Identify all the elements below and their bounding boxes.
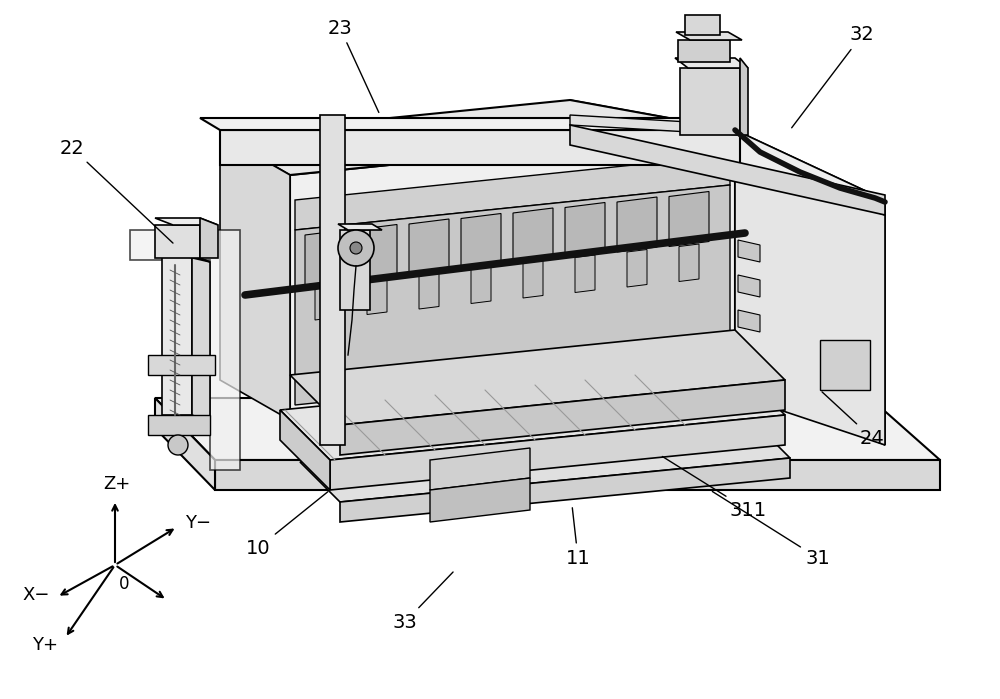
Polygon shape bbox=[738, 310, 760, 332]
Polygon shape bbox=[315, 282, 335, 320]
Polygon shape bbox=[627, 250, 647, 287]
Text: 10: 10 bbox=[246, 491, 328, 558]
Polygon shape bbox=[155, 398, 940, 460]
Polygon shape bbox=[340, 230, 370, 310]
Polygon shape bbox=[676, 32, 742, 40]
Text: 22: 22 bbox=[60, 138, 173, 243]
Polygon shape bbox=[738, 275, 760, 297]
Text: 23: 23 bbox=[328, 18, 379, 113]
Polygon shape bbox=[685, 15, 720, 35]
Polygon shape bbox=[300, 418, 790, 502]
Polygon shape bbox=[320, 115, 345, 445]
Polygon shape bbox=[290, 330, 785, 425]
Circle shape bbox=[350, 242, 362, 254]
Text: 11: 11 bbox=[566, 507, 590, 568]
Polygon shape bbox=[162, 255, 210, 262]
Polygon shape bbox=[409, 219, 449, 274]
Polygon shape bbox=[513, 208, 553, 263]
Text: Y−: Y− bbox=[185, 514, 211, 532]
Polygon shape bbox=[738, 240, 760, 262]
Polygon shape bbox=[419, 271, 439, 309]
Text: Y+: Y+ bbox=[32, 636, 58, 654]
Polygon shape bbox=[357, 224, 397, 280]
Polygon shape bbox=[820, 340, 870, 390]
Polygon shape bbox=[295, 185, 730, 405]
Polygon shape bbox=[340, 458, 790, 522]
Circle shape bbox=[168, 435, 188, 455]
Polygon shape bbox=[570, 115, 740, 135]
Polygon shape bbox=[220, 100, 735, 175]
Polygon shape bbox=[471, 266, 491, 303]
Polygon shape bbox=[523, 261, 543, 298]
Polygon shape bbox=[162, 255, 192, 415]
Polygon shape bbox=[430, 448, 530, 490]
Polygon shape bbox=[215, 460, 940, 490]
Text: Z+: Z+ bbox=[103, 475, 131, 493]
Polygon shape bbox=[669, 192, 709, 247]
Polygon shape bbox=[280, 410, 330, 490]
Polygon shape bbox=[305, 230, 345, 285]
Polygon shape bbox=[740, 58, 748, 135]
Polygon shape bbox=[340, 380, 785, 455]
Text: X−: X− bbox=[22, 586, 50, 604]
Polygon shape bbox=[220, 135, 290, 420]
Polygon shape bbox=[617, 197, 657, 252]
Text: 0: 0 bbox=[119, 575, 130, 593]
Polygon shape bbox=[735, 165, 885, 445]
Polygon shape bbox=[575, 255, 595, 292]
Polygon shape bbox=[675, 58, 748, 68]
Polygon shape bbox=[367, 277, 387, 315]
Polygon shape bbox=[220, 130, 740, 165]
Text: 24: 24 bbox=[822, 392, 884, 447]
Polygon shape bbox=[680, 68, 740, 135]
Polygon shape bbox=[200, 218, 218, 258]
Polygon shape bbox=[130, 230, 240, 470]
Polygon shape bbox=[565, 203, 605, 257]
Polygon shape bbox=[155, 218, 218, 225]
Polygon shape bbox=[679, 244, 699, 282]
Polygon shape bbox=[148, 415, 210, 435]
Polygon shape bbox=[155, 225, 200, 258]
Polygon shape bbox=[330, 415, 785, 490]
Polygon shape bbox=[280, 365, 785, 460]
Polygon shape bbox=[430, 478, 530, 522]
Polygon shape bbox=[155, 398, 215, 490]
Polygon shape bbox=[461, 213, 501, 268]
Polygon shape bbox=[570, 125, 885, 215]
Text: 311: 311 bbox=[662, 456, 767, 519]
Polygon shape bbox=[192, 255, 210, 422]
Polygon shape bbox=[148, 355, 215, 375]
Text: 31: 31 bbox=[712, 491, 830, 568]
Polygon shape bbox=[570, 100, 885, 200]
Polygon shape bbox=[290, 130, 735, 420]
Polygon shape bbox=[735, 130, 885, 445]
Polygon shape bbox=[678, 40, 730, 62]
Text: 33: 33 bbox=[393, 572, 453, 631]
Circle shape bbox=[338, 230, 374, 266]
Polygon shape bbox=[295, 155, 730, 230]
Polygon shape bbox=[338, 224, 382, 230]
Text: 32: 32 bbox=[792, 25, 874, 128]
Polygon shape bbox=[200, 118, 740, 130]
